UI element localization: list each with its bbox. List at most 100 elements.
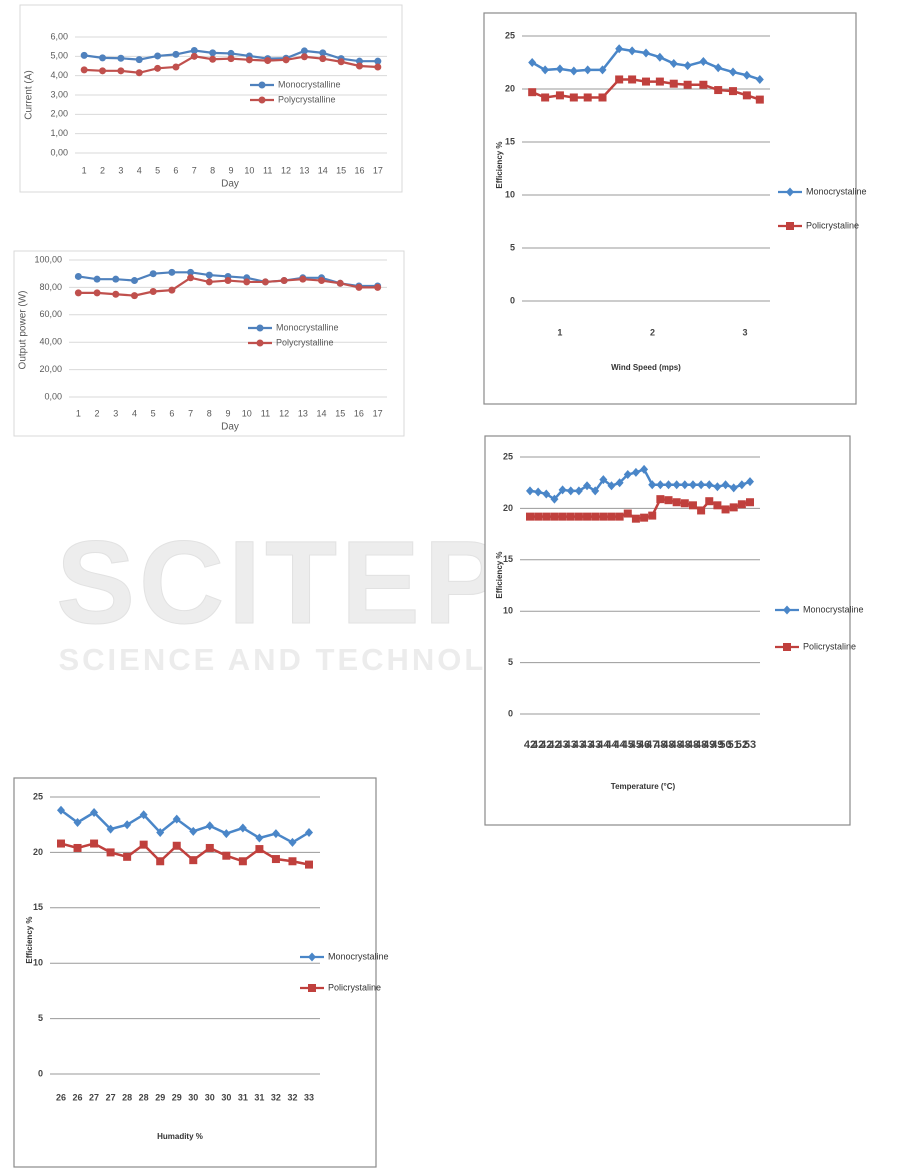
- x-tick-label: 26: [73, 1092, 83, 1102]
- marker: [648, 480, 657, 490]
- x-tick-label: 17: [373, 408, 383, 418]
- y-tick-label: 10: [505, 189, 515, 199]
- y-axis-title: Efficiency %: [495, 551, 504, 598]
- marker: [755, 74, 764, 84]
- marker: [566, 512, 575, 521]
- marker: [680, 480, 689, 490]
- marker: [541, 93, 550, 102]
- marker: [280, 277, 288, 285]
- marker: [583, 481, 592, 491]
- chart-frame: [483, 12, 857, 405]
- marker: [190, 47, 198, 55]
- marker: [255, 845, 264, 854]
- y-tick-label: 25: [503, 451, 513, 461]
- x-tick-label: 43: [573, 739, 585, 751]
- marker: [729, 483, 738, 493]
- x-tick-label: 30: [221, 1092, 231, 1102]
- marker: [697, 480, 706, 490]
- y-axis-title: Efficiency %: [495, 141, 504, 188]
- marker: [705, 480, 714, 490]
- marker: [583, 93, 592, 102]
- x-tick-label: 44: [597, 739, 610, 751]
- x-tick-label: 49: [711, 739, 723, 751]
- marker: [135, 56, 143, 64]
- y-tick-label: 20: [505, 83, 515, 93]
- x-tick-label: 27: [89, 1092, 99, 1102]
- marker: [288, 857, 297, 866]
- marker: [669, 79, 678, 88]
- marker: [591, 512, 600, 521]
- x-tick-label: 4: [137, 165, 142, 175]
- marker: [746, 477, 754, 487]
- marker: [106, 824, 115, 834]
- marker: [615, 75, 624, 84]
- marker: [755, 95, 764, 104]
- legend-label: Polycrystalline: [276, 337, 334, 347]
- x-tick-label: 6: [173, 165, 178, 175]
- y-tick-label: 0: [510, 295, 515, 305]
- marker: [74, 272, 82, 280]
- marker: [528, 58, 537, 67]
- marker: [300, 47, 308, 55]
- x-tick-label: 8: [207, 408, 212, 418]
- marker: [648, 511, 657, 520]
- marker: [737, 500, 746, 509]
- marker: [697, 506, 706, 515]
- x-tick-label: 2: [100, 165, 105, 175]
- marker: [672, 498, 681, 507]
- y-tick-label: 5: [510, 242, 515, 252]
- marker: [534, 487, 543, 497]
- x-tick-label: 53: [744, 739, 756, 751]
- marker: [57, 839, 65, 848]
- marker: [74, 289, 82, 297]
- marker: [642, 77, 650, 86]
- x-tick-label: 4: [132, 408, 137, 418]
- x-tick-label: 45: [622, 739, 634, 751]
- marker: [664, 496, 673, 505]
- marker: [205, 278, 213, 286]
- marker: [319, 55, 327, 63]
- marker: [156, 827, 165, 837]
- marker: [154, 52, 162, 60]
- marker: [737, 480, 746, 490]
- y-tick-label: 0: [38, 1068, 43, 1078]
- y-tick-label: 4,00: [50, 70, 68, 80]
- chart-frame: [19, 4, 403, 193]
- x-tick-label: 51: [728, 739, 740, 751]
- marker: [783, 605, 791, 615]
- marker: [729, 503, 738, 512]
- x-tick-label: 3: [113, 408, 118, 418]
- marker: [154, 64, 162, 72]
- x-tick-label: 10: [242, 408, 252, 418]
- marker: [598, 93, 607, 102]
- x-tick-label: 28: [139, 1092, 149, 1102]
- marker: [258, 96, 266, 104]
- x-tick-label: 2: [95, 408, 100, 418]
- x-tick-label: 3: [118, 165, 123, 175]
- y-tick-label: 60,00: [39, 309, 62, 319]
- marker: [655, 77, 664, 86]
- marker: [615, 478, 624, 488]
- marker: [355, 283, 363, 291]
- marker: [117, 67, 125, 75]
- marker: [308, 952, 316, 962]
- marker: [139, 810, 148, 820]
- marker: [238, 857, 247, 866]
- x-tick-label: 46: [638, 739, 650, 751]
- series-line: [60, 809, 310, 844]
- marker: [73, 843, 82, 852]
- marker: [569, 93, 578, 102]
- x-tick-label: 50: [719, 739, 731, 751]
- marker: [73, 817, 82, 827]
- x-tick-label: 52: [736, 739, 748, 751]
- marker: [93, 289, 101, 297]
- marker: [623, 509, 632, 518]
- marker: [713, 482, 722, 492]
- marker: [542, 512, 551, 521]
- marker: [123, 852, 132, 861]
- y-tick-label: 5: [508, 657, 513, 667]
- x-tick-label: 42: [524, 739, 536, 751]
- marker: [642, 48, 650, 58]
- marker: [374, 57, 382, 65]
